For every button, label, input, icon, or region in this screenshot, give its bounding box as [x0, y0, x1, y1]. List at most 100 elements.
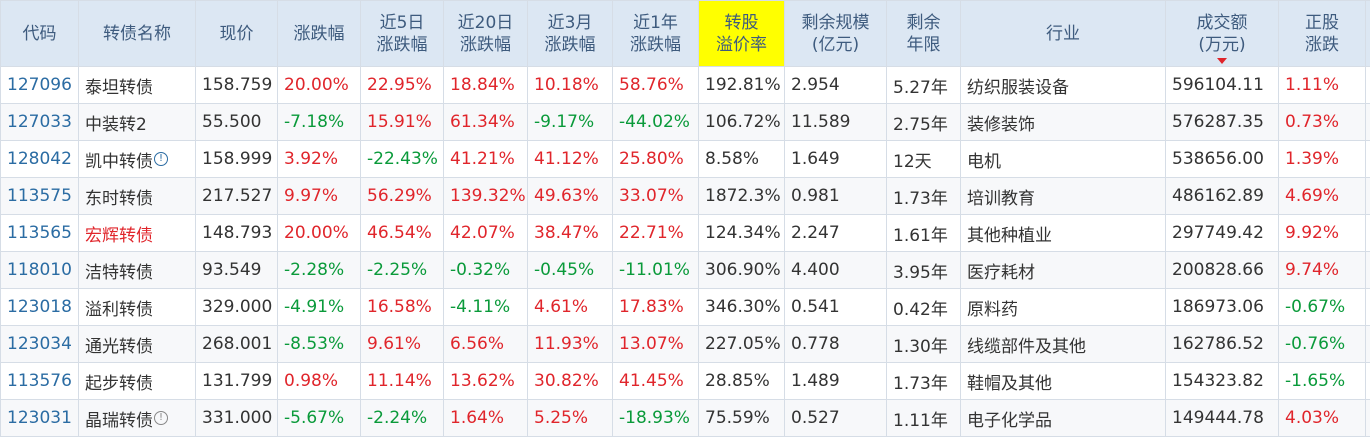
- cell-name[interactable]: 凯中转债!: [78, 140, 196, 178]
- cell-code[interactable]: 127033: [0, 103, 79, 141]
- table-body: 127096 泰坦转债 158.759 20.00% 22.95% 18.84% 10.18…: [0, 66, 1370, 437]
- cell-chg5d: 56.29%: [360, 177, 444, 215]
- cell-chg20d-text: 61.34%: [450, 112, 515, 132]
- cell-stock-chg-text: 9.74%: [1285, 260, 1340, 280]
- cell-name[interactable]: 晶瑞转债!: [78, 399, 196, 437]
- cell-premium-text: 75.59%: [705, 408, 770, 428]
- cell-turnover-text: 576287.35: [1172, 112, 1264, 132]
- cell-chg20d: 6.56%: [443, 325, 528, 363]
- col-header-remain-size[interactable]: 剩余规模 (亿元): [784, 0, 887, 67]
- cell-remain-size: 0.778: [784, 325, 887, 363]
- cell-name[interactable]: 泰坦转债: [78, 66, 196, 104]
- cell-remain-size-text: 0.527: [791, 408, 840, 428]
- cell-stock-chg-text: -1.65%: [1285, 371, 1346, 391]
- table-row[interactable]: 113565 宏辉转债 148.793 20.00% 46.54% 42.07% 38.47…: [0, 214, 1370, 252]
- cell-chg1y: 17.83%: [612, 288, 699, 326]
- cell-name[interactable]: 东时转债: [78, 177, 196, 215]
- cell-chg3m: 30.82%: [527, 362, 613, 400]
- col-header-remain-term[interactable]: 剩余 年限: [886, 0, 961, 67]
- cell-chg5d: 11.14%: [360, 362, 444, 400]
- info-icon[interactable]: !: [154, 151, 168, 166]
- cell-chg5d-text: 56.29%: [367, 186, 432, 206]
- cell-chg: -7.18%: [277, 103, 361, 141]
- cell-code[interactable]: 123031: [0, 399, 79, 437]
- cell-chg-text: 3.92%: [284, 149, 339, 169]
- cell-premium: 306.90%: [698, 251, 785, 289]
- table-row[interactable]: 113575 东时转债 217.527 9.97% 56.29% 139.32% 49.63…: [0, 177, 1370, 215]
- cell-chg1y: 41.45%: [612, 362, 699, 400]
- cell-remain-term: 5.27年: [886, 66, 961, 104]
- cell-code[interactable]: 128042: [0, 140, 79, 178]
- cell-name-text: 洁特转债: [85, 262, 153, 283]
- cell-code[interactable]: 113565: [0, 214, 79, 252]
- cell-turnover: 297749.42: [1165, 214, 1279, 252]
- col-header-chg20d[interactable]: 近20日 涨跌幅: [443, 0, 528, 67]
- table-row[interactable]: 127033 中装转2 55.500 -7.18% 15.91% 61.34% -9.17%…: [0, 103, 1370, 141]
- cell-premium: 227.05%: [698, 325, 785, 363]
- table-row[interactable]: 123018 溢利转债 329.000 -4.91% 16.58% -4.11% 4.61%…: [0, 288, 1370, 326]
- cell-turnover-text: 186973.06: [1172, 297, 1264, 317]
- table-row[interactable]: 123031 晶瑞转债! 331.000 -5.67% -2.24% 1.64% 5.25%…: [0, 399, 1370, 437]
- table-row[interactable]: 123034 通光转债 268.001 -8.53% 9.61% 6.56% 11.93% 1…: [0, 325, 1370, 363]
- cell-chg20d: 61.34%: [443, 103, 528, 141]
- cell-premium-text: 346.30%: [705, 297, 781, 317]
- cell-remain-term-text: 0.42年: [893, 299, 948, 320]
- cell-chg1y: -18.93%: [612, 399, 699, 437]
- cell-extra: 5: [1365, 288, 1370, 326]
- col-header-chg[interactable]: 涨跌幅: [277, 0, 361, 67]
- sort-desc-icon[interactable]: [1217, 58, 1227, 64]
- cell-remain-term-text: 3.95年: [893, 262, 948, 283]
- cell-chg20d-text: 13.62%: [450, 371, 515, 391]
- cell-chg1y: 33.07%: [612, 177, 699, 215]
- table-row[interactable]: 128042 凯中转债! 158.999 3.92% -22.43% 41.21% 41.1…: [0, 140, 1370, 178]
- cell-name[interactable]: 宏辉转债: [78, 214, 196, 252]
- cell-code-text: 128042: [7, 149, 72, 169]
- cell-code[interactable]: 113575: [0, 177, 79, 215]
- cell-name[interactable]: 洁特转债: [78, 251, 196, 289]
- col-header-chg5d[interactable]: 近5日 涨跌幅: [360, 0, 444, 67]
- cell-name[interactable]: 溢利转债: [78, 288, 196, 326]
- cell-chg5d-text: 22.95%: [367, 75, 432, 95]
- col-header-stock-chg[interactable]: 正股 涨跌: [1278, 0, 1366, 67]
- col-header-premium[interactable]: 转股 溢价率: [698, 0, 785, 67]
- cell-code[interactable]: 118010: [0, 251, 79, 289]
- cell-name[interactable]: 中装转2: [78, 103, 196, 141]
- cell-remain-size-text: 2.247: [791, 223, 840, 243]
- col-header-chg1y[interactable]: 近1年 涨跌幅: [612, 0, 699, 67]
- cell-industry: 原料药: [960, 288, 1166, 326]
- cell-name[interactable]: 起步转债: [78, 362, 196, 400]
- cell-chg3m-text: 41.12%: [534, 149, 599, 169]
- col-header-name[interactable]: 转债名称: [78, 0, 196, 67]
- cell-chg: 0.98%: [277, 362, 361, 400]
- cell-code[interactable]: 123018: [0, 288, 79, 326]
- cell-chg3m: 41.12%: [527, 140, 613, 178]
- cell-industry-text: 医疗耗材: [967, 262, 1035, 283]
- cell-remain-size: 2.954: [784, 66, 887, 104]
- col-header-industry[interactable]: 行业: [960, 0, 1166, 67]
- cell-stock-chg-text: 4.69%: [1285, 186, 1340, 206]
- col-header-price[interactable]: 现价: [195, 0, 278, 67]
- col-header-extra: [1365, 0, 1370, 67]
- col-header-turnover[interactable]: 成交额 (万元): [1165, 0, 1279, 67]
- col-header-chg3m[interactable]: 近3月 涨跌幅: [527, 0, 613, 67]
- cell-remain-term-text: 12天: [893, 151, 932, 172]
- cell-code[interactable]: 113576: [0, 362, 79, 400]
- cell-turnover: 162786.52: [1165, 325, 1279, 363]
- table-row[interactable]: 127096 泰坦转债 158.759 20.00% 22.95% 18.84% 10.18…: [0, 66, 1370, 104]
- table-row[interactable]: 118010 洁特转债 93.549 -2.28% -2.25% -0.32% -0.45%…: [0, 251, 1370, 289]
- cell-chg20d-text: 18.84%: [450, 75, 515, 95]
- cell-name[interactable]: 通光转债: [78, 325, 196, 363]
- info-icon[interactable]: !: [154, 410, 168, 425]
- cell-chg3m: 38.47%: [527, 214, 613, 252]
- cell-chg1y: 58.76%: [612, 66, 699, 104]
- cell-code[interactable]: 127096: [0, 66, 79, 104]
- table-row[interactable]: 113576 起步转债 131.799 0.98% 11.14% 13.62% 30.82%…: [0, 362, 1370, 400]
- cell-turnover: 596104.11: [1165, 66, 1279, 104]
- cell-turnover: 576287.35: [1165, 103, 1279, 141]
- col-header-code[interactable]: 代码: [0, 0, 79, 67]
- cell-stock-chg-text: 4.03%: [1285, 408, 1340, 428]
- cell-remain-term: 1.73年: [886, 362, 961, 400]
- cell-code[interactable]: 123034: [0, 325, 79, 363]
- cell-chg5d: -22.43%: [360, 140, 444, 178]
- cell-chg20d: -0.32%: [443, 251, 528, 289]
